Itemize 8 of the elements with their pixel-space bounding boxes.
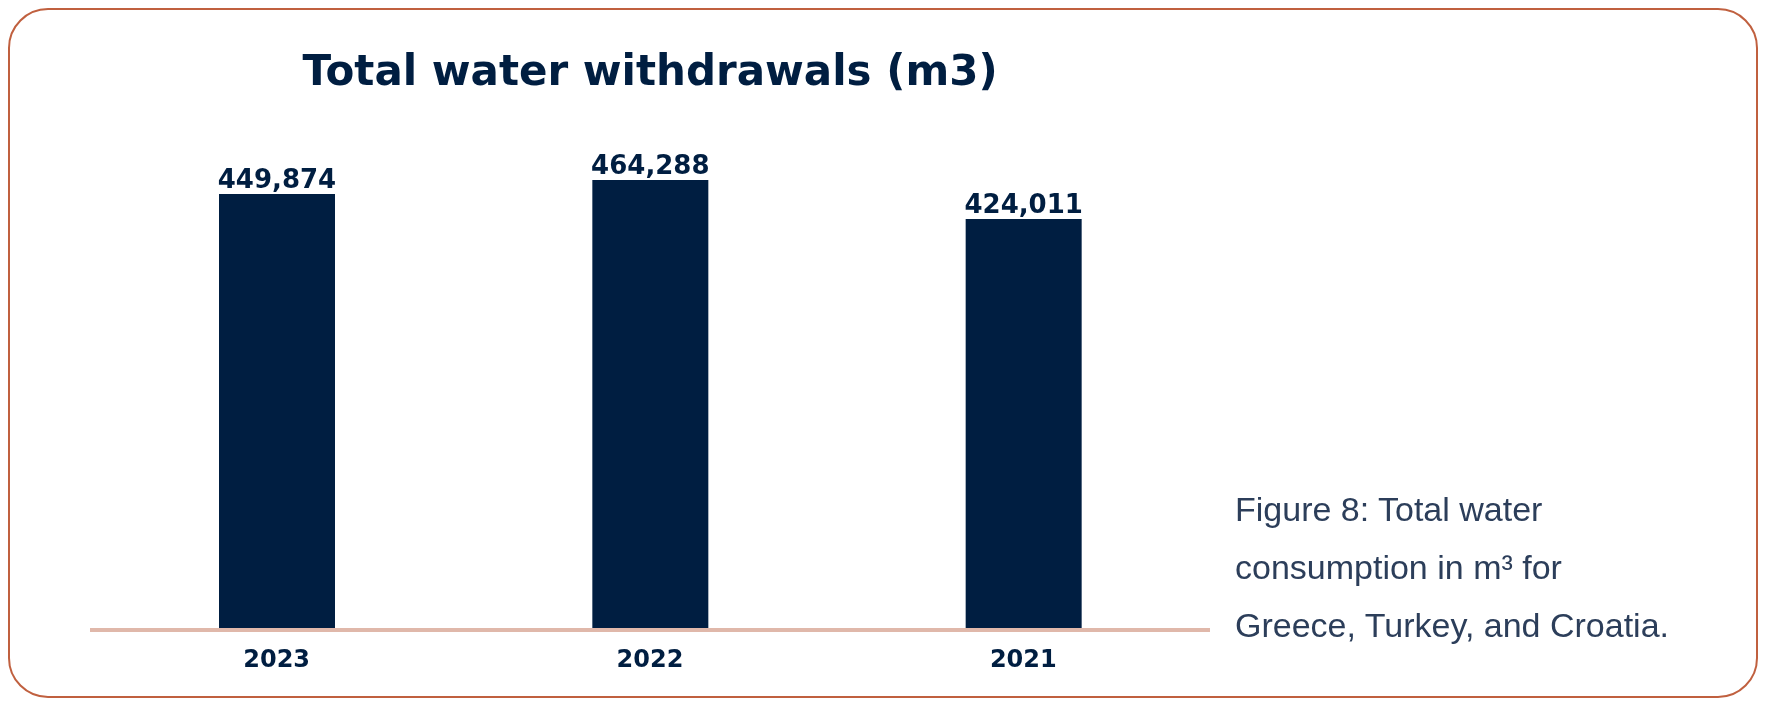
x-tick-label: 2022 <box>616 645 684 674</box>
data-label: 424,011 <box>964 189 1083 220</box>
chart-title: Total water withdrawals (m3) <box>301 46 999 95</box>
caption: Figure 8: Total water consumption in m³ for Greece, Turkey, and Croatia. <box>1235 489 1670 646</box>
data-label: 464,288 <box>591 150 710 180</box>
data-label: 449,874 <box>217 163 337 194</box>
x-tick-label: 2021 <box>989 645 1057 674</box>
x-tick-label: 2023 <box>243 645 311 674</box>
